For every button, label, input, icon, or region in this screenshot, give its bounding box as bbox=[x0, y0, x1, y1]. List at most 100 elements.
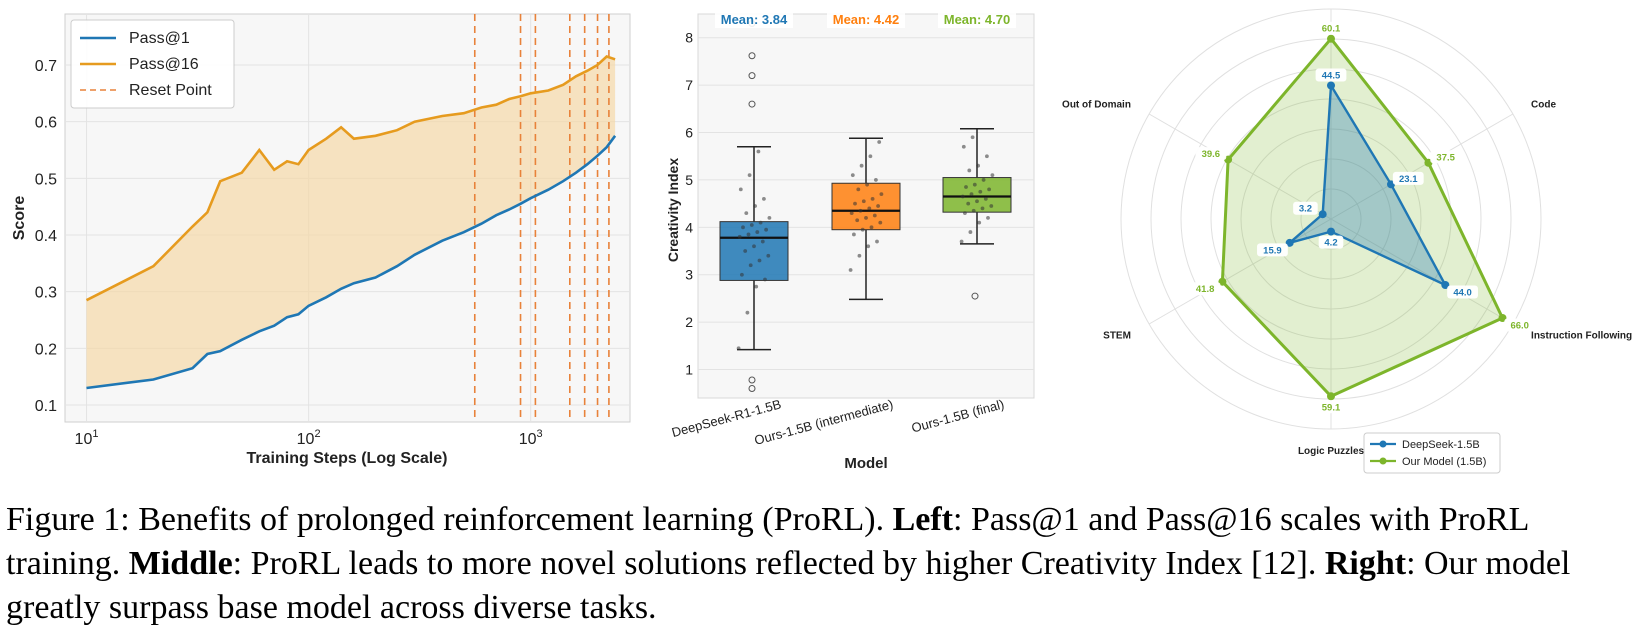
line-y-tick-label: 0.4 bbox=[35, 228, 57, 245]
box-data-point bbox=[879, 192, 884, 197]
box-data-point bbox=[865, 182, 869, 187]
box-data-point bbox=[740, 272, 744, 277]
radar-value-bg bbox=[1430, 150, 1462, 164]
radar-point bbox=[1441, 281, 1450, 289]
box-data-point bbox=[976, 163, 980, 168]
legend-reset-label: Reset Point bbox=[129, 82, 212, 99]
radar-value-bg bbox=[1257, 243, 1288, 257]
mean-label-bg bbox=[827, 8, 905, 28]
radar-spoke bbox=[1148, 218, 1332, 325]
legend-deepseek-label: DeepSeek-1.5B bbox=[1402, 439, 1480, 451]
line-y-tick-label: 0.2 bbox=[35, 341, 57, 358]
radar-spoke bbox=[1148, 113, 1332, 220]
box-data-point bbox=[960, 194, 965, 199]
box-data-point bbox=[987, 187, 991, 192]
radar-value-bg bbox=[1315, 68, 1347, 82]
pass1-line bbox=[86, 135, 617, 390]
box-data-point bbox=[754, 284, 759, 289]
box-data-point bbox=[849, 211, 854, 216]
box-data-point bbox=[861, 199, 866, 204]
pass-gap-fill bbox=[86, 56, 616, 388]
caption-left-text: : Pass@1 and Pass@16 scales with ProRL t… bbox=[6, 501, 1529, 582]
box-y-tick-label: 5 bbox=[685, 172, 693, 188]
box-data-point bbox=[983, 196, 988, 201]
radar-grid bbox=[1120, 8, 1542, 430]
caption-label: Figure 1: bbox=[6, 501, 130, 538]
box-data-point bbox=[877, 140, 882, 144]
box-data-point bbox=[868, 154, 873, 159]
box-y-tick-label: 6 bbox=[685, 125, 693, 141]
radar-value-label: 4.2 bbox=[1324, 238, 1337, 249]
radar-axis-label: Out of Domain bbox=[1062, 100, 1131, 111]
line-y-tick-label: 0.3 bbox=[35, 285, 57, 302]
box-outlier bbox=[748, 72, 756, 80]
box-data-point bbox=[972, 182, 977, 187]
radar-value-label: 41.8 bbox=[1196, 284, 1215, 295]
box-outlier bbox=[748, 100, 756, 108]
box-data-point bbox=[858, 208, 863, 213]
box-data-point bbox=[864, 215, 868, 220]
box-iqr bbox=[831, 182, 901, 231]
mean-label: Mean: 4.42 bbox=[833, 12, 899, 27]
box-data-point bbox=[980, 206, 985, 211]
radar-value-label: 15.9 bbox=[1263, 245, 1282, 256]
box-data-point bbox=[860, 227, 865, 232]
box-data-point bbox=[767, 215, 772, 220]
radar-value-label: 39.6 bbox=[1202, 149, 1221, 160]
box-data-point bbox=[738, 187, 743, 192]
legend-our-model-marker bbox=[1379, 457, 1387, 465]
legend-our-model-label: Our Model (1.5B) bbox=[1402, 456, 1486, 468]
radar-point bbox=[1318, 210, 1327, 219]
radar-value-bg bbox=[1504, 318, 1536, 332]
box-x-axis-label: Model bbox=[844, 455, 887, 472]
box-data-point bbox=[978, 189, 983, 194]
box-data-point bbox=[763, 277, 767, 282]
mean-label-bg bbox=[715, 8, 793, 28]
caption-right-head: Right bbox=[1324, 545, 1407, 582]
box-group bbox=[831, 137, 901, 301]
box-data-point bbox=[753, 204, 757, 208]
line-y-axis-label: Score bbox=[11, 196, 28, 241]
legend-deepseek-marker bbox=[1379, 440, 1387, 448]
box-data-point bbox=[875, 239, 879, 244]
legend-pass16-label: Pass@16 bbox=[129, 56, 199, 73]
box-data-point bbox=[876, 204, 880, 208]
box-data-point bbox=[975, 199, 979, 204]
box-data-point bbox=[986, 215, 990, 220]
box-data-point bbox=[764, 227, 768, 232]
box-data-point bbox=[757, 258, 762, 263]
radar-axis-label: Code bbox=[1531, 100, 1556, 111]
box-data-point bbox=[755, 230, 760, 234]
radar-value-bg bbox=[1315, 400, 1347, 414]
box-data-point bbox=[961, 144, 966, 149]
box-data-point bbox=[752, 244, 756, 249]
box-group bbox=[719, 19, 789, 393]
box-data-point bbox=[760, 239, 765, 244]
radar-points: 44.5 23.1 44.0 4.2 15.9 3.2 60.1 37.5 66.0 59.1 41… bbox=[1189, 21, 1536, 414]
box-data-point bbox=[855, 218, 860, 223]
radar-value-bg bbox=[1447, 285, 1478, 299]
box-outlier bbox=[748, 376, 756, 384]
box-y-ticks: 1 2 3 4 5 6 7 8 bbox=[685, 30, 693, 378]
caption-intro: Benefits of prolonged reinforcement lear… bbox=[138, 501, 885, 538]
legend-pass1-label: Pass@1 bbox=[129, 30, 190, 47]
radar-value-label: 3.2 bbox=[1299, 204, 1312, 215]
box-data-point bbox=[963, 211, 967, 216]
line-x-ticks: 101 102 103 bbox=[75, 428, 543, 448]
radar-value-label: 66.0 bbox=[1510, 321, 1529, 332]
box-data-point bbox=[741, 225, 745, 230]
line-y-tick-label: 0.1 bbox=[35, 398, 57, 415]
box-data-point bbox=[852, 232, 856, 237]
box-data-point bbox=[874, 178, 878, 182]
radar-value-label: 44.0 bbox=[1453, 288, 1472, 299]
radar-spoke bbox=[1330, 218, 1514, 325]
box-data-point bbox=[989, 204, 994, 208]
line-x-tick-label: 103 bbox=[519, 428, 543, 448]
box-data-point bbox=[853, 201, 857, 206]
figure-caption: Figure 1: Benefits of prolonged reinforc… bbox=[6, 498, 1646, 630]
box-data-point bbox=[856, 187, 861, 192]
radar-value-bg bbox=[1293, 201, 1318, 215]
line-y-ticks: 0.1 0.2 0.3 0.4 0.5 0.6 0.7 bbox=[35, 58, 57, 415]
box-data-point bbox=[977, 220, 982, 225]
